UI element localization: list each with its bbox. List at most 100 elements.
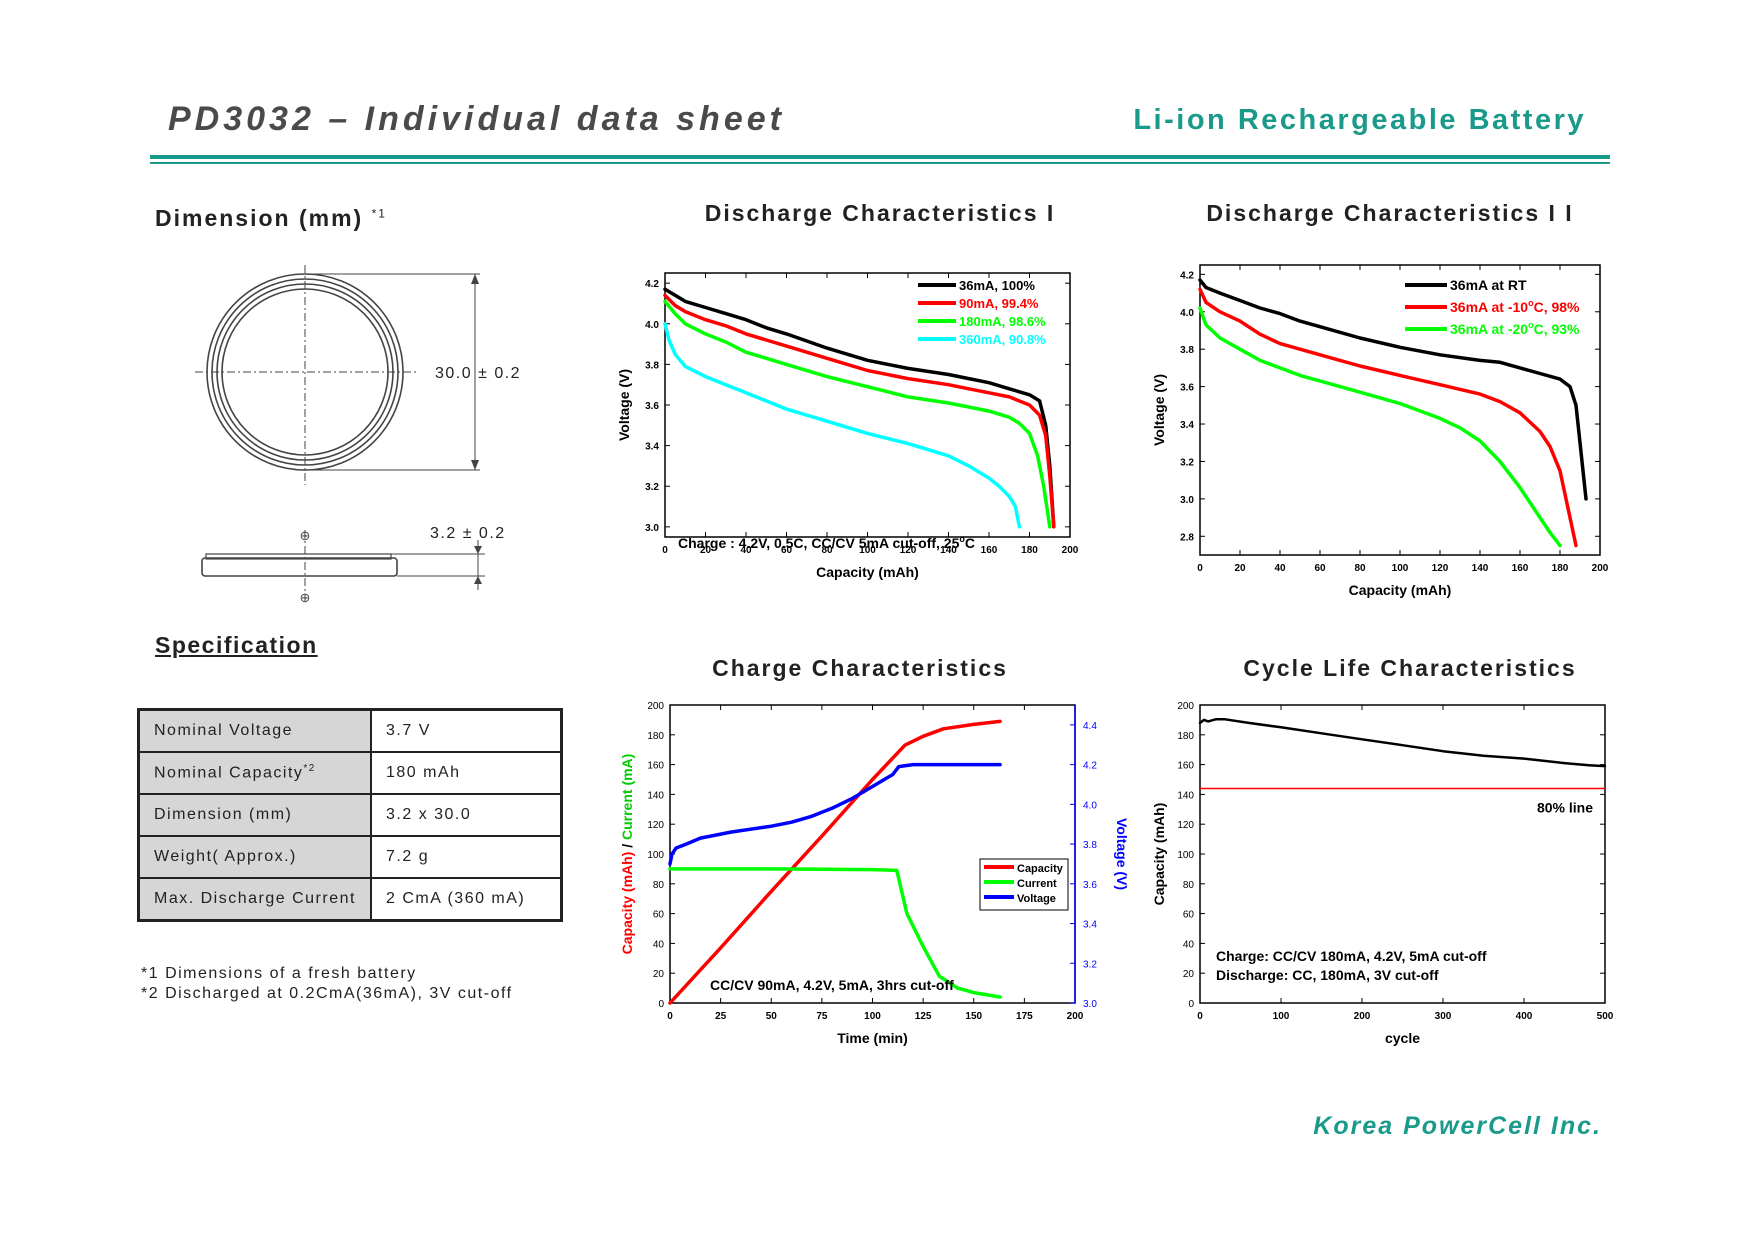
discharge-chart-2: 0 20 40 60 80 100 120 140 160 180 200 2.8 3.0 3.2 3.4 3… — [1151, 264, 1609, 598]
y-tick-label: 200 — [1177, 701, 1194, 712]
x-tick-label: 40 — [1274, 563, 1286, 574]
footnote-1: *1 Dimensions of a fresh battery — [141, 965, 417, 982]
y-tick-label: 120 — [1177, 820, 1194, 831]
charge-chart: 0 25 50 75 100 125 150 175 200 0 20 40 60 80 100 120 140… — [619, 701, 1130, 1046]
spec-label-text: Weight( Approx.) — [154, 848, 297, 865]
cycle-life-chart: 0 100 200 300 400 500 0 20 40 60 80 100 120 140 160 180… — [1151, 701, 1614, 1046]
x-tick-label: 150 — [965, 1011, 982, 1022]
spec-row: Weight( Approx.) 7.2 g — [137, 835, 563, 879]
y-tick-label: 80 — [1183, 880, 1195, 891]
y-tick-label: 0 — [1188, 999, 1194, 1010]
y-tick-label: 100 — [647, 850, 664, 861]
y-tick-label: 80 — [653, 880, 665, 891]
x-tick-label: 0 — [667, 1011, 673, 1022]
spec-value: 2 CmA (360 mA) — [370, 877, 563, 922]
x-tick-label: 120 — [1432, 563, 1449, 574]
spec-row: Nominal Capacity*2 180 mAh — [137, 751, 563, 795]
x-tick-label: 60 — [1314, 563, 1326, 574]
company-name: Korea PowerCell Inc. — [1313, 1112, 1602, 1140]
x-tick-label: 50 — [766, 1011, 778, 1022]
x-tick-label: 200 — [1067, 1011, 1084, 1022]
x-tick-label: 160 — [1512, 563, 1529, 574]
legend-label: 90mA, 99.4% — [959, 296, 1039, 311]
legend-label: 180mA, 98.6% — [959, 314, 1046, 329]
y-tick-label: 3.0 — [645, 523, 659, 534]
legend-label: Capacity — [1017, 863, 1064, 875]
series-line — [1198, 278, 1588, 501]
x-tick-label: 100 — [1392, 563, 1409, 574]
page-subtitle: Li-ion Rechargeable Battery — [1133, 104, 1586, 136]
legend-label: 36mA at -10oC, 98% — [1450, 298, 1580, 315]
x-tick-label: 25 — [715, 1011, 727, 1022]
spec-label: Nominal Voltage — [137, 708, 372, 753]
thickness-dimension-label: 3.2 ± 0.2 — [430, 525, 506, 542]
chart-annotation-line: Discharge: CC, 180mA, 3V cut-off — [1216, 967, 1439, 983]
y-tick-label: 4.2 — [1180, 270, 1194, 281]
y2-tick-label: 4.4 — [1083, 721, 1097, 732]
y-tick-label: 160 — [647, 761, 664, 772]
y-tick-label: 3.2 — [645, 482, 659, 493]
reference-line-label: 80% line — [1537, 799, 1593, 815]
series-line — [668, 762, 1002, 866]
y-tick-label: 40 — [653, 939, 665, 950]
dimension-title: Dimension (mm) *1 — [155, 205, 387, 232]
header-rule-thin — [150, 162, 1610, 164]
footnote-2: *2 Discharged at 0.2CmA(36mA), 3V cut-of… — [141, 985, 513, 1002]
y-tick-label: 0 — [658, 999, 664, 1010]
y-tick-label: 3.4 — [1180, 420, 1194, 431]
y-tick-label: 60 — [1183, 910, 1195, 921]
y-tick-label: 40 — [1183, 939, 1195, 950]
x-tick-label: 180 — [1021, 545, 1038, 556]
series-line — [668, 867, 1002, 999]
y-tick-label: 3.6 — [645, 401, 659, 412]
minus-terminal-icon: ⊖ — [300, 590, 311, 605]
x-axis-label: cycle — [1385, 1030, 1420, 1046]
x-tick-label: 20 — [1234, 563, 1246, 574]
y-tick-label: 3.8 — [645, 360, 659, 371]
y-tick-label: 4.2 — [645, 279, 659, 290]
header-rule-thick — [150, 155, 1610, 159]
x-tick-label: 0 — [1197, 1011, 1203, 1022]
spec-label-text: Nominal Capacity — [154, 764, 304, 782]
series-line — [1198, 287, 1578, 548]
plus-terminal-icon: ⊕ — [300, 528, 311, 543]
spec-label-note: *2 — [303, 763, 316, 775]
dimension-drawing: ⊕ ⊖ — [195, 265, 485, 605]
series-line — [663, 287, 1056, 529]
y2-tick-label: 3.0 — [1083, 999, 1097, 1010]
battery-side-outline — [201, 557, 398, 577]
chart-title-discharge-2: Discharge Characteristics I I — [1206, 200, 1574, 226]
x-tick-label: 75 — [816, 1011, 828, 1022]
discharge-chart-1: 0 20 40 60 80 100 120 140 160 180 200 3.0 3.2 3.4 3.6 3… — [616, 272, 1079, 580]
x-tick-label: 200 — [1354, 1011, 1371, 1022]
y-axis-label: Voltage (V) — [616, 369, 632, 441]
battery-side-top-cap — [205, 553, 392, 560]
arrow-down-icon — [471, 460, 479, 470]
y-tick-label: 140 — [647, 790, 664, 801]
spec-label: Weight( Approx.) — [137, 835, 372, 879]
spec-label-text: Nominal Voltage — [154, 722, 294, 739]
series-line — [663, 299, 1052, 529]
legend-label: 36mA at RT — [1450, 277, 1527, 293]
chart-annotation: Charge : 4.2V, 0.5C, CC/CV 5mA cut-off, … — [678, 534, 975, 551]
x-tick-label: 60 — [781, 545, 793, 556]
series-line — [1198, 717, 1607, 768]
y-tick-label: 3.6 — [1180, 383, 1194, 394]
plot-frame — [669, 704, 1076, 1004]
y-tick-label: 3.2 — [1180, 457, 1194, 468]
x-tick-label: 300 — [1435, 1011, 1452, 1022]
page-title: PD3032 – Individual data sheet — [168, 100, 785, 138]
x-tick-label: 400 — [1516, 1011, 1533, 1022]
spec-label-text: Dimension (mm) — [154, 806, 293, 823]
y-tick-label: 120 — [647, 820, 664, 831]
series-line — [663, 322, 1022, 529]
x-tick-label: 180 — [1552, 563, 1569, 574]
legend-label: Voltage — [1017, 893, 1056, 905]
y-tick-label: 20 — [1183, 969, 1195, 980]
series-line — [663, 293, 1056, 529]
x-tick-label: 140 — [940, 545, 957, 556]
series-line — [668, 719, 1002, 1005]
x-tick-label: 100 — [864, 1011, 881, 1022]
plot-frame — [1199, 704, 1606, 1004]
y-tick-label: 200 — [647, 701, 664, 712]
